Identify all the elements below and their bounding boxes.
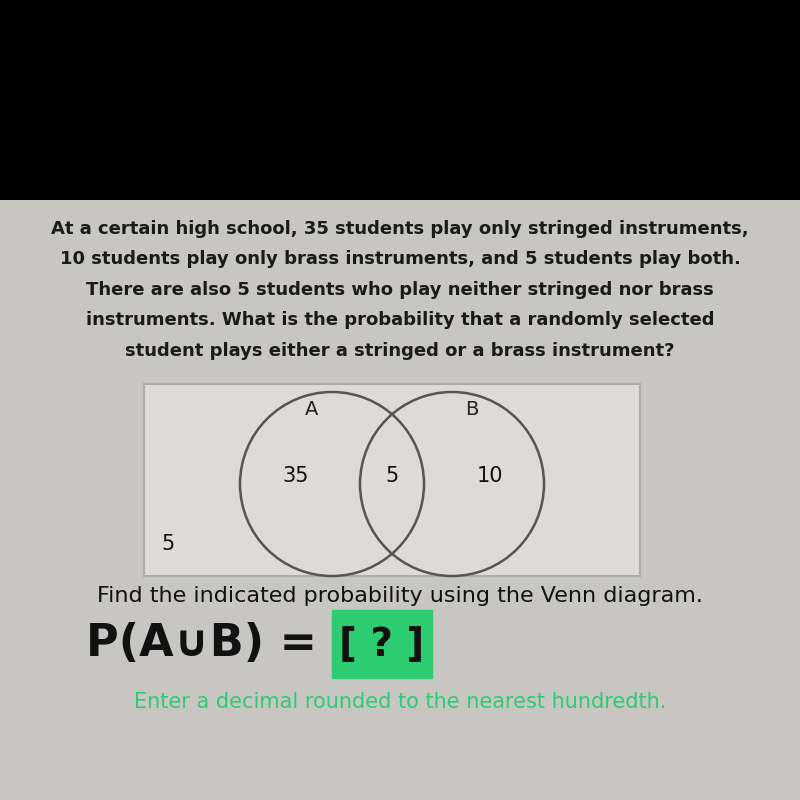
- Bar: [0, 0, 800, 200]
- FancyBboxPatch shape: [332, 610, 432, 678]
- Text: Find the indicated probability using the Venn diagram.: Find the indicated probability using the…: [97, 586, 703, 606]
- Text: 35: 35: [282, 466, 310, 486]
- Bar: [144, 384, 640, 576]
- Text: There are also 5 students who play neither stringed nor brass: There are also 5 students who play neith…: [86, 281, 714, 298]
- Bar: [0, 200, 800, 800]
- Text: [ ? ]: [ ? ]: [339, 625, 425, 663]
- Text: Enter a decimal rounded to the nearest hundredth.: Enter a decimal rounded to the nearest h…: [134, 692, 666, 712]
- Text: 10: 10: [476, 466, 503, 486]
- Text: At a certain high school, 35 students play only stringed instruments,: At a certain high school, 35 students pl…: [51, 220, 749, 238]
- Text: 5: 5: [386, 466, 398, 486]
- Text: 5: 5: [162, 534, 174, 554]
- Text: B: B: [466, 400, 478, 419]
- Text: P(A∪B) =: P(A∪B) =: [86, 622, 332, 666]
- Text: instruments. What is the probability that a randomly selected: instruments. What is the probability tha…: [86, 311, 714, 330]
- Text: 10 students play only brass instruments, and 5 students play both.: 10 students play only brass instruments,…: [59, 250, 741, 269]
- Text: A: A: [306, 400, 318, 419]
- Text: student plays either a stringed or a brass instrument?: student plays either a stringed or a bra…: [126, 342, 674, 360]
